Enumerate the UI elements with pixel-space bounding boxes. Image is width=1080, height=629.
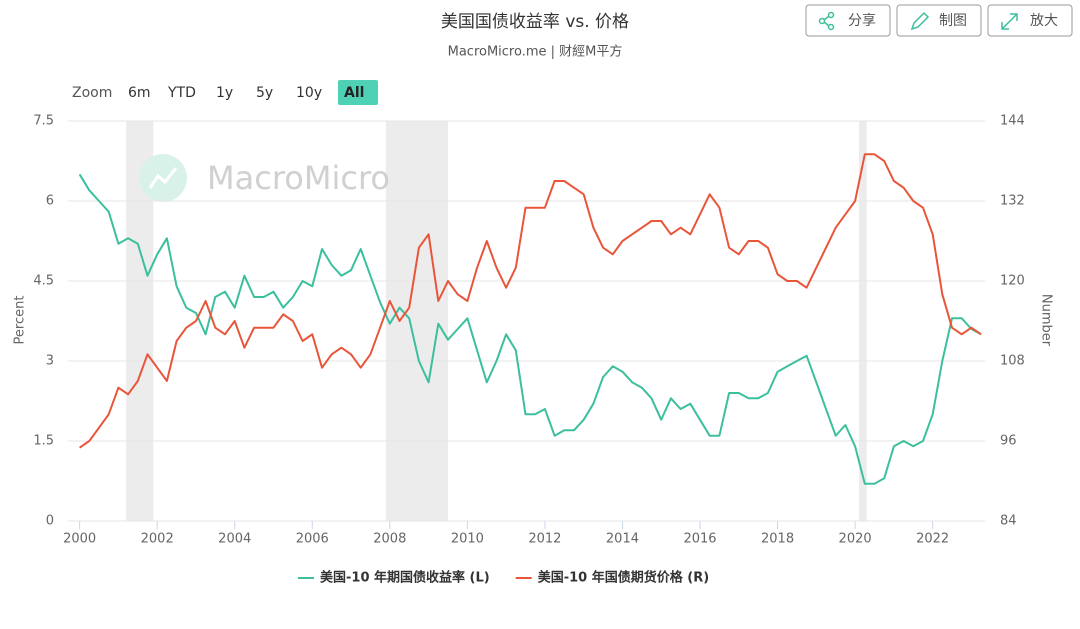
legend-label[interactable]: 美国-10 年期国债收益率 (L): [320, 570, 490, 586]
zoom-button[interactable]: 10y: [296, 85, 322, 101]
share-button[interactable]: 分享: [805, 4, 891, 37]
zoom-button[interactable]: YTD: [167, 85, 196, 101]
button-label[interactable]: 分享: [848, 12, 876, 29]
y-tick-label: 4.5: [33, 274, 54, 289]
button-frame[interactable]: [896, 4, 982, 37]
series-line: [78, 173, 982, 485]
zoom-button[interactable]: 5y: [256, 85, 273, 101]
zoom-button[interactable]: 1y: [216, 85, 233, 101]
y-tick-label: 1.5: [33, 434, 54, 449]
y2-axis-title: Number: [1039, 294, 1054, 347]
expand-button[interactable]: 放大: [987, 4, 1073, 37]
y2-tick-label: 120: [1000, 274, 1025, 289]
x-tick-label: 2014: [606, 532, 639, 547]
y2-tick-label: 132: [1000, 194, 1025, 209]
legend-label[interactable]: 美国-10 年国债期货价格 (R): [538, 570, 709, 586]
watermark-logo-line: [148, 167, 178, 189]
recession-band: [858, 121, 867, 521]
x-tick-label: 2002: [141, 532, 174, 547]
pencil-icon: [910, 11, 930, 31]
zoom-label: Zoom: [72, 85, 112, 101]
y2-tick-label: 84: [1000, 514, 1017, 529]
zoom-button[interactable]: All: [344, 85, 364, 101]
zoom-button[interactable]: 6m: [128, 85, 151, 101]
y2-tick-label: 144: [1000, 114, 1025, 129]
x-tick-label: 2022: [916, 532, 949, 547]
y2-tick-label: 96: [1000, 434, 1017, 449]
series-line: [79, 153, 982, 449]
chart-subtitle: MacroMicro.me | 财經M平方: [448, 44, 623, 60]
y-tick-label: 3: [46, 354, 54, 369]
x-tick-label: 2008: [373, 532, 406, 547]
zoom-button-bg[interactable]: [338, 80, 378, 105]
button-label[interactable]: 放大: [1030, 13, 1058, 29]
x-tick-label: 2020: [839, 532, 872, 547]
share-icon: [818, 11, 835, 31]
recession-band: [385, 121, 448, 521]
x-tick-label: 2012: [528, 532, 561, 547]
y-tick-label: 6: [46, 194, 54, 209]
x-tick-label: 2016: [683, 532, 716, 547]
draw-button[interactable]: 制图: [896, 4, 982, 37]
expand-icon: [1001, 13, 1018, 30]
chart-title: 美国国债收益率 vs. 价格: [441, 12, 629, 32]
x-tick-label: 2010: [451, 532, 484, 547]
x-tick-label: 2018: [761, 532, 794, 547]
y-tick-label: 0: [46, 514, 54, 529]
watermark: MacroMicro: [207, 159, 390, 197]
button-label[interactable]: 制图: [939, 13, 967, 29]
y-tick-label: 7.5: [33, 114, 54, 129]
x-tick-label: 2006: [296, 532, 329, 547]
x-tick-label: 2004: [218, 532, 251, 547]
y-axis-title: Percent: [13, 296, 28, 345]
watermark-logo: [139, 154, 187, 202]
y2-tick-label: 108: [1000, 354, 1025, 369]
button-frame[interactable]: [805, 4, 891, 37]
x-tick-label: 2000: [63, 532, 96, 547]
